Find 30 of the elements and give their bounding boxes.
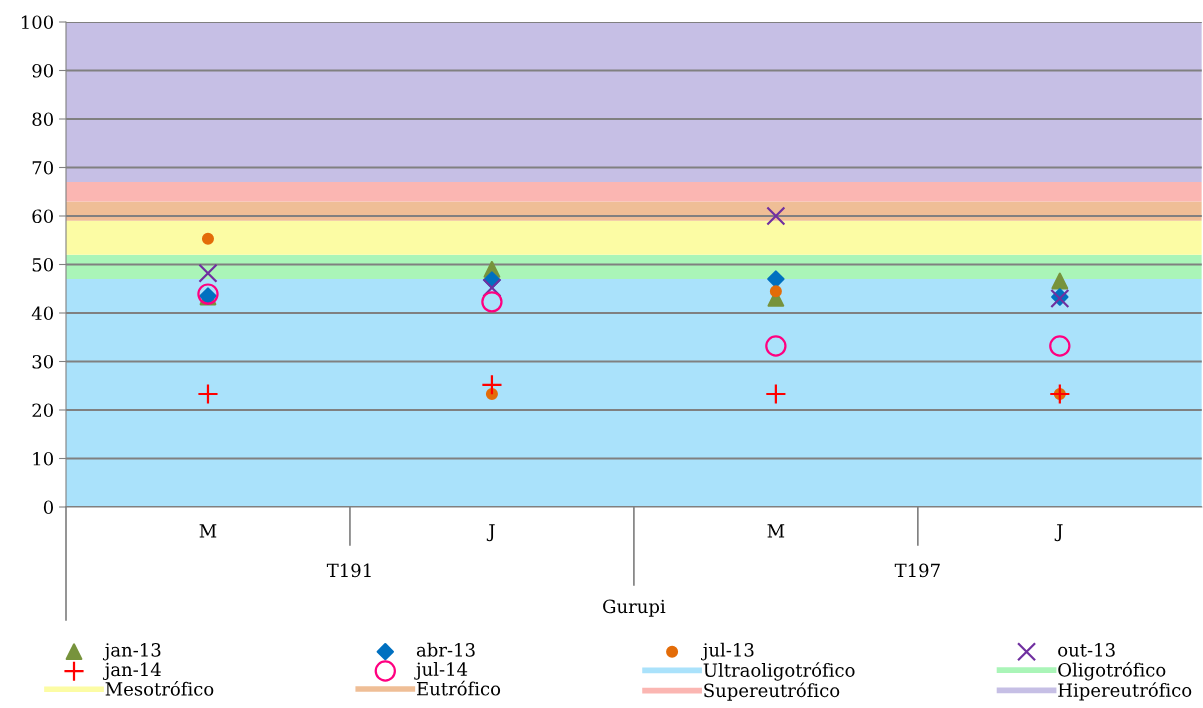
- legend-label: Eutrófico: [416, 680, 501, 696]
- legend-label: Mesotrófico: [105, 681, 214, 696]
- x-tick-label: J: [486, 524, 495, 542]
- text: T197: [894, 563, 940, 578]
- legend-label: jul-13: [701, 642, 754, 661]
- y-tick-label: 30: [32, 354, 53, 369]
- legend-label: abr-13: [416, 642, 475, 657]
- y-tick-label: 0: [43, 500, 53, 515]
- text: T191: [326, 563, 371, 578]
- y-tick-label: 50: [32, 257, 53, 272]
- x-tick-label: M: [199, 524, 217, 538]
- legend-label: jul-14: [414, 661, 468, 680]
- legend-label: jan-13: [102, 643, 161, 661]
- x-tick-label: M: [767, 524, 785, 538]
- y-tick-label: 40: [31, 306, 53, 321]
- x-tick-label: J: [1054, 524, 1063, 542]
- y-tick-label: 60: [32, 209, 53, 224]
- y-tick-label: 80: [32, 112, 53, 127]
- y-tick-label: 10: [33, 451, 53, 466]
- legend-label: Supereutrófico: [704, 682, 840, 701]
- x-axis-title: Gurupi: [603, 599, 666, 617]
- legend-label: Oligotrófico: [1058, 661, 1166, 681]
- legend-label: jan-14: [102, 662, 161, 680]
- legend-label: Ultraoligotrófico: [703, 662, 855, 681]
- y-tick-label: 70: [32, 160, 53, 175]
- y-tick-label: 90: [32, 63, 53, 78]
- legend-label: Hipereutrófico: [1058, 682, 1192, 701]
- legend-label: out-13: [1058, 643, 1115, 657]
- y-tick-label: 20: [32, 403, 53, 418]
- y-tick-label: 100: [21, 15, 53, 30]
